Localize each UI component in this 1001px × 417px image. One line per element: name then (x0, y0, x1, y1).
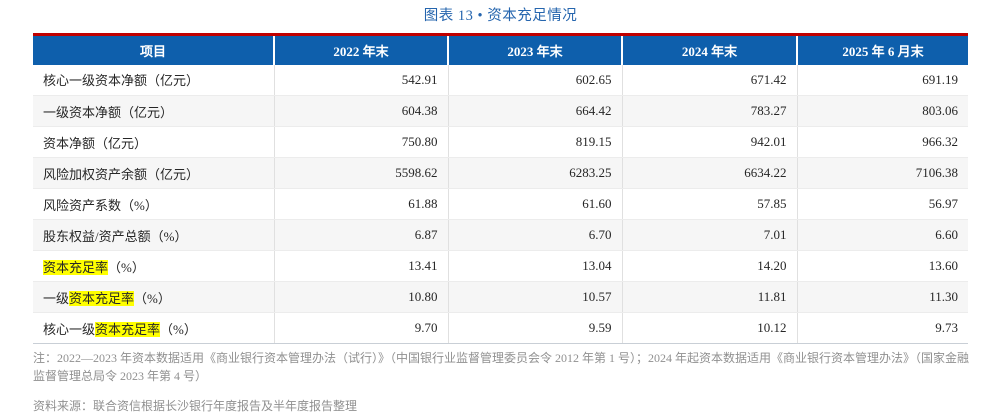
value-cell: 9.70 (273, 312, 448, 344)
value-cell: 11.81 (621, 281, 797, 313)
table-row: 资本净额（亿元） 750.80 819.15 942.01 966.32 (33, 126, 968, 158)
value-cell: 61.88 (273, 188, 448, 220)
value-cell: 9.73 (796, 312, 968, 344)
row-label-cell: 一级资本净额（亿元） (33, 95, 274, 127)
label-text: 风险资产系数（%） (43, 197, 158, 213)
value-cell: 664.42 (447, 95, 622, 127)
label-text: （%） (160, 321, 197, 337)
value-cell: 966.32 (796, 126, 968, 158)
table-row: 一级资本充足率（%） 10.80 10.57 11.81 11.30 (33, 281, 968, 313)
value-cell: 10.80 (273, 281, 448, 313)
label-text: 风险加权资产余额（亿元） (43, 166, 200, 182)
value-cell: 6.87 (273, 219, 448, 251)
row-label-cell: 一级资本充足率（%） (33, 281, 274, 313)
value-cell: 7106.38 (796, 157, 968, 189)
label-text: 核心一级资本净额（亿元） (43, 73, 200, 89)
row-label-cell: 资本充足率（%） (33, 250, 274, 282)
value-cell: 691.19 (796, 64, 968, 96)
row-label-cell: 核心一级资本净额（亿元） (33, 64, 274, 96)
table-row: 一级资本净额（亿元） 604.38 664.42 783.27 803.06 (33, 95, 968, 127)
value-cell: 602.65 (447, 64, 622, 96)
value-cell: 14.20 (621, 250, 797, 282)
label-text: 一级 (43, 290, 70, 306)
value-cell: 604.38 (273, 95, 448, 127)
highlighted-term: 资本充足率 (43, 259, 109, 275)
table-footnote: 注：2022—2023 年资本数据适用《商业银行资本管理办法（试行）》（中国银行… (33, 351, 970, 383)
capital-adequacy-table: 项目 2022 年末 2023 年末 2024 年末 2025 年 6 月末 核心一级资… (33, 33, 968, 344)
row-label-cell: 风险资产系数（%） (33, 188, 274, 220)
value-cell: 56.97 (796, 188, 968, 220)
value-cell: 6.60 (796, 219, 968, 251)
value-cell: 6283.25 (447, 157, 622, 189)
column-header: 2025 年 6 月末 (796, 34, 968, 65)
column-header: 项目 (33, 34, 274, 65)
column-header: 2022 年末 (273, 34, 448, 65)
highlighted-term: 资本充足率 (95, 321, 161, 337)
table-row: 核心一级资本充足率（%） 9.70 9.59 10.12 9.73 (33, 312, 968, 344)
value-cell: 542.91 (273, 64, 448, 96)
row-label-cell: 核心一级资本充足率（%） (33, 312, 274, 344)
value-cell: 13.41 (273, 250, 448, 282)
column-header: 2023 年末 (447, 34, 622, 65)
table-body: 核心一级资本净额（亿元） 542.91 602.65 671.42 691.19 一级资本… (33, 64, 968, 344)
table-row: 股东权益/资产总额（%） 6.87 6.70 7.01 6.60 (33, 219, 968, 251)
table-title: 图表 13 • 资本充足情况 (423, 8, 578, 24)
row-label-cell: 股东权益/资产总额（%） (33, 219, 274, 251)
value-cell: 7.01 (621, 219, 797, 251)
value-cell: 803.06 (796, 95, 968, 127)
value-cell: 6.70 (447, 219, 622, 251)
label-text: 股东权益/资产总额（%） (43, 228, 188, 244)
label-text: 核心一级 (43, 321, 96, 337)
highlighted-term: 资本充足率 (69, 290, 135, 306)
table-row: 风险资产系数（%） 61.88 61.60 57.85 56.97 (33, 188, 968, 220)
label-text: 资本净额（亿元） (43, 135, 148, 151)
value-cell: 5598.62 (273, 157, 448, 189)
value-cell: 13.60 (796, 250, 968, 282)
table-source: 资料来源：联合资信根据长沙银行年度报告及半年度报告整理 (33, 399, 358, 413)
value-cell: 61.60 (447, 188, 622, 220)
value-cell: 819.15 (447, 126, 622, 158)
row-label-cell: 风险加权资产余额（亿元） (33, 157, 274, 189)
value-cell: 671.42 (621, 64, 797, 96)
value-cell: 11.30 (796, 281, 968, 313)
value-cell: 13.04 (447, 250, 622, 282)
label-text: （%） (108, 259, 145, 275)
label-text: （%） (134, 290, 171, 306)
column-header: 2024 年末 (621, 34, 797, 65)
table-row: 风险加权资产余额（亿元） 5598.62 6283.25 6634.22 7106.38 (33, 157, 968, 189)
table-row: 资本充足率（%） 13.41 13.04 14.20 13.60 (33, 250, 968, 282)
value-cell: 783.27 (621, 95, 797, 127)
value-cell: 57.85 (621, 188, 797, 220)
table-header-row: 项目 2022 年末 2023 年末 2024 年末 2025 年 6 月末 (33, 34, 968, 65)
label-text: 一级资本净额（亿元） (43, 104, 174, 120)
row-label-cell: 资本净额（亿元） (33, 126, 274, 158)
value-cell: 942.01 (621, 126, 797, 158)
value-cell: 9.59 (447, 312, 622, 344)
value-cell: 750.80 (273, 126, 448, 158)
value-cell: 10.57 (447, 281, 622, 313)
table-row: 核心一级资本净额（亿元） 542.91 602.65 671.42 691.19 (33, 64, 968, 96)
value-cell: 6634.22 (621, 157, 797, 189)
value-cell: 10.12 (621, 312, 797, 344)
